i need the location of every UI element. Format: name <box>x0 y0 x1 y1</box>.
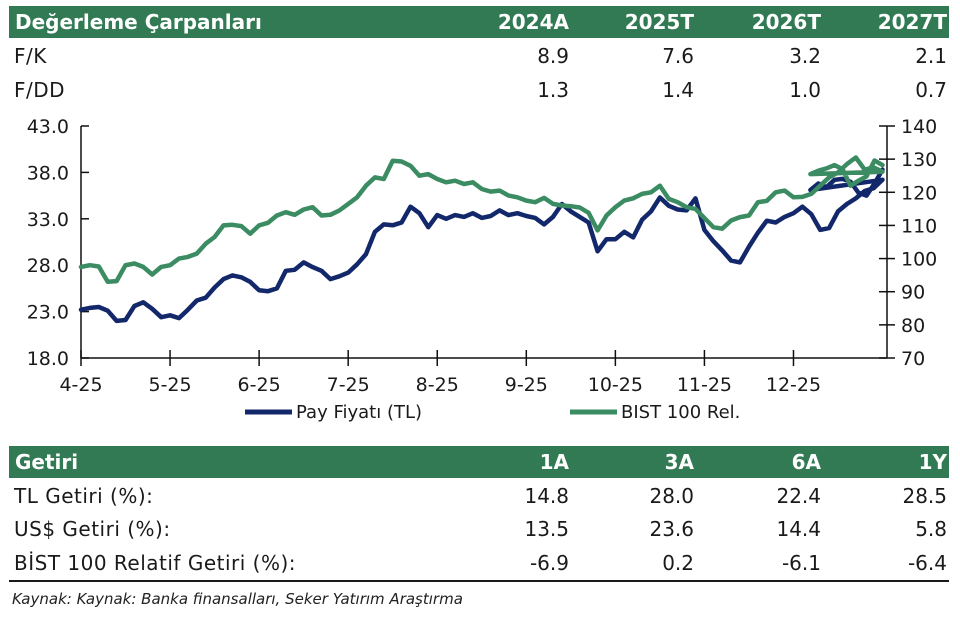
cell-value: 28.5 <box>902 484 947 508</box>
returns-row-tl: TL Getiri (%): 14.8 28.0 22.4 28.5 <box>9 481 949 511</box>
x-axis-tick-label: 10-25 <box>588 374 643 396</box>
cell-value: 13.5 <box>524 517 569 541</box>
legend-label-pay-fiyati: Pay Fiyatı (TL) <box>296 402 422 423</box>
x-axis-tick-label: 5-25 <box>148 374 191 396</box>
x-axis-tick-label: 12-25 <box>766 374 821 396</box>
x-axis-tick-label: 7-25 <box>327 374 370 396</box>
cell-value: 1.0 <box>789 78 821 102</box>
cell-value: 1.4 <box>662 78 694 102</box>
chart-lines <box>78 155 885 324</box>
cell-value: 14.8 <box>524 484 569 508</box>
cell-value: 1.3 <box>537 78 569 102</box>
row-label: US$ Getiri (%): <box>14 517 171 541</box>
returns-col-header: 6A <box>791 450 821 474</box>
left-axis-tick-label: 43.0 <box>27 116 69 138</box>
cell-value: 14.4 <box>776 517 821 541</box>
x-axis-tick-label: 4-25 <box>59 374 102 396</box>
valuation-col-header: 2027T <box>877 10 947 34</box>
cell-value: 7.6 <box>662 44 694 68</box>
returns-col-header: 3A <box>664 450 694 474</box>
right-axis-tick-label: 80 <box>901 315 925 337</box>
table-bottom-rule <box>9 580 949 582</box>
legend-label-bist-100-rel: BIST 100 Rel. <box>621 402 740 423</box>
cell-value: 22.4 <box>776 484 821 508</box>
row-label: TL Getiri (%): <box>14 484 154 508</box>
cell-value: 23.6 <box>649 517 694 541</box>
valuation-row-fk: F/K 8.9 7.6 3.2 2.1 <box>9 41 949 71</box>
right-axis-tick-label: 70 <box>901 348 925 370</box>
cell-value: 3.2 <box>789 44 821 68</box>
left-axis-tick-label: 18.0 <box>27 348 69 370</box>
chart-legend: Pay Fiyatı (TL) BIST 100 Rel. <box>245 402 740 423</box>
returns-row-bist-relative: BİST 100 Relatif Getiri (%): -6.9 0.2 -6… <box>9 548 949 578</box>
valuation-title: Değerleme Çarpanları <box>15 10 262 34</box>
valuation-row-fdd: F/DD 1.3 1.4 1.0 0.7 <box>9 75 949 105</box>
left-axis-tick-label: 33.0 <box>27 209 69 231</box>
valuation-col-header: 2024A <box>497 10 569 34</box>
cell-value: 28.0 <box>649 484 694 508</box>
returns-header: Getiri 1A 3A 6A 1Y <box>9 446 949 478</box>
x-axis-tick-label: 11-25 <box>677 374 732 396</box>
right-axis-tick-label: 130 <box>901 149 937 171</box>
cell-value: -6.1 <box>781 551 821 575</box>
row-label: BİST 100 Relatif Getiri (%): <box>14 551 297 575</box>
left-axis-tick-label: 38.0 <box>27 162 69 184</box>
right-axis-tick-label: 100 <box>901 249 937 271</box>
cell-value: 5.8 <box>915 517 947 541</box>
valuation-col-header: 2026T <box>751 10 821 34</box>
left-axis-tick-label: 23.0 <box>27 302 69 324</box>
x-axis-tick-label: 9-25 <box>505 374 548 396</box>
right-axis-tick-label: 90 <box>901 282 925 304</box>
cell-value: 0.7 <box>915 78 947 102</box>
right-axis-tick-label: 120 <box>901 182 937 204</box>
cell-value: -6.4 <box>907 551 947 575</box>
source-note: Kaynak: Kaynak: Banka finansalları, Seke… <box>12 590 463 608</box>
x-axis-tick-label: 6-25 <box>238 374 281 396</box>
returns-col-header: 1A <box>539 450 569 474</box>
series-line-bist-100-rel <box>78 155 885 285</box>
valuation-header: Değerleme Çarpanları 2024A 2025T 2026T 2… <box>9 6 949 38</box>
valuation-col-header: 2025T <box>624 10 694 34</box>
row-label: F/K <box>14 44 47 68</box>
price-chart: 18.0 23.0 28.0 33.0 38.0 43.0 70 80 90 100 110 120 1… <box>27 116 938 423</box>
chart-axes: 18.0 23.0 28.0 33.0 38.0 43.0 70 80 90 100 110 120 1… <box>27 116 938 396</box>
cell-value: 8.9 <box>537 44 569 68</box>
cell-value: 2.1 <box>915 44 947 68</box>
series-line-pay-fiyati <box>78 167 885 324</box>
right-axis-tick-label: 140 <box>901 116 937 138</box>
returns-row-usd: US$ Getiri (%): 13.5 23.6 14.4 5.8 <box>9 514 949 544</box>
cell-value: 0.2 <box>662 551 694 575</box>
right-axis-tick-label: 110 <box>901 215 937 237</box>
row-label: F/DD <box>14 78 66 102</box>
cell-value: -6.9 <box>529 551 569 575</box>
x-axis-tick-label: 8-25 <box>416 374 459 396</box>
returns-title: Getiri <box>15 450 79 474</box>
returns-col-header: 1Y <box>918 450 947 474</box>
left-axis-tick-label: 28.0 <box>27 255 69 277</box>
